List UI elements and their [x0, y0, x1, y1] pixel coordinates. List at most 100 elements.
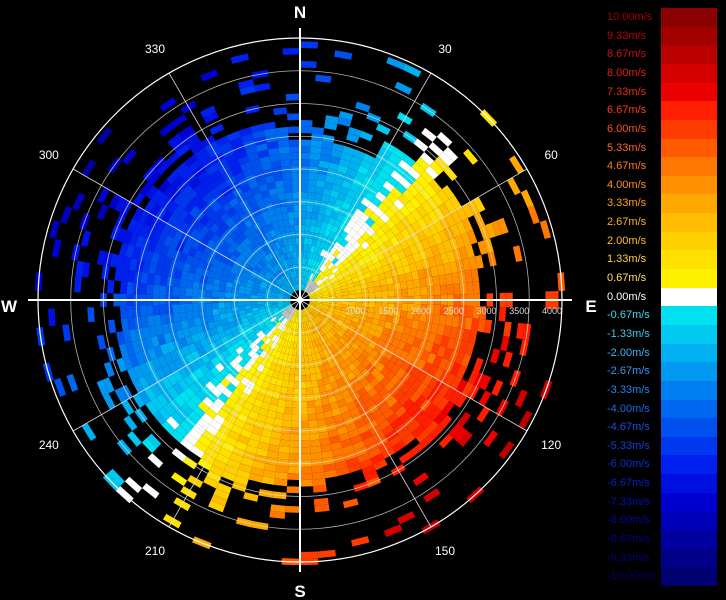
velocity-cell: [363, 470, 379, 482]
velocity-cell: [321, 307, 329, 312]
velocity-cell: [297, 283, 300, 291]
velocity-cell: [102, 393, 116, 410]
velocity-cell: [278, 315, 285, 322]
velocity-cell: [259, 284, 267, 289]
velocity-cell: [157, 254, 167, 266]
velocity-cell: [390, 364, 401, 375]
velocity-cell: [267, 147, 280, 156]
velocity-cell: [332, 313, 340, 319]
velocity-cell: [321, 327, 328, 335]
colorbar-label: -1.33m/s: [607, 327, 650, 340]
velocity-cell: [286, 486, 300, 494]
colorbar-row: 3.33m/s: [607, 194, 717, 214]
velocity-cell: [295, 309, 298, 317]
velocity-cell: [384, 270, 393, 279]
velocity-cell: [407, 303, 415, 312]
velocity-cell: [300, 407, 308, 415]
velocity-cell: [381, 424, 395, 437]
velocity-cell: [146, 315, 155, 327]
velocity-cell: [409, 443, 425, 457]
velocity-cell: [328, 216, 336, 226]
velocity-cell: [416, 382, 428, 395]
bearing-spoke: [168, 72, 301, 301]
velocity-cell: [224, 292, 232, 298]
velocity-cell: [250, 404, 261, 414]
velocity-cell: [300, 381, 307, 389]
velocity-cell: [309, 294, 316, 298]
velocity-cell: [150, 252, 160, 265]
velocity-cell: [477, 318, 486, 333]
velocity-cell: [307, 306, 313, 311]
colorbar-label: -6.67m/s: [607, 477, 650, 490]
velocity-cell: [314, 316, 321, 323]
velocity-cell: [380, 223, 391, 234]
velocity-cell: [328, 320, 336, 327]
velocity-cell: [454, 351, 466, 366]
velocity-cell: [364, 398, 376, 409]
velocity-cell: [427, 364, 439, 377]
velocity-cell: [200, 69, 219, 82]
velocity-cell: [289, 314, 294, 321]
velocity-cell: [152, 304, 160, 316]
velocity-cell: [122, 330, 132, 344]
velocity-cell: [477, 240, 488, 255]
velocity-cell: [245, 145, 258, 156]
bearing-label: 210: [145, 544, 165, 558]
velocity-cell: [315, 303, 323, 308]
velocity-cell: [341, 291, 349, 296]
velocity-cell: [387, 309, 395, 317]
velocity-cell: [317, 549, 337, 559]
velocity-cell: [218, 261, 227, 270]
colorbar-swatch: [661, 474, 717, 493]
velocity-cell: [303, 308, 308, 315]
velocity-cell: [245, 282, 254, 289]
velocity-cell: [157, 334, 167, 346]
velocity-cell: [188, 159, 202, 173]
velocity-cell: [345, 315, 353, 321]
velocity-cell: [177, 209, 190, 222]
velocity-cell: [369, 323, 378, 331]
velocity-cell: [300, 119, 313, 127]
velocity-cell: [374, 307, 382, 315]
velocity-cell: [375, 362, 386, 373]
velocity-cell: [204, 229, 215, 240]
velocity-cell: [282, 310, 289, 317]
velocity-cell: [222, 387, 233, 399]
velocity-cell: [265, 262, 273, 270]
velocity-cell: [62, 324, 72, 342]
velocity-cell: [237, 155, 250, 166]
velocity-cell: [291, 414, 300, 422]
velocity-cell: [224, 153, 238, 165]
velocity-cell: [327, 360, 336, 369]
velocity-cell: [153, 274, 162, 286]
velocity-cell: [191, 350, 201, 361]
velocity-cell: [351, 249, 360, 258]
velocity-cell: [261, 335, 269, 343]
velocity-cell: [123, 415, 138, 432]
velocity-cell: [367, 264, 376, 272]
velocity-cell: [433, 334, 443, 346]
velocity-cell: [255, 355, 264, 364]
velocity-cell: [288, 334, 293, 342]
velocity-cell: [300, 218, 306, 225]
velocity-cell: [384, 321, 393, 330]
velocity-cell: [237, 338, 246, 347]
velocity-cell: [247, 233, 256, 243]
velocity-cell: [269, 215, 278, 224]
velocity-cell: [199, 374, 210, 386]
velocity-cell: [249, 432, 262, 442]
velocity-cell: [394, 259, 403, 269]
velocity-cell: [263, 264, 271, 272]
velocity-cell: [407, 167, 421, 180]
velocity-cell: [315, 180, 326, 188]
velocity-cell: [367, 286, 375, 293]
velocity-cell: [165, 151, 181, 166]
velocity-cell: [267, 339, 274, 348]
velocity-cell: [251, 239, 260, 248]
velocity-cell: [316, 301, 323, 304]
velocity-cell: [256, 262, 264, 270]
velocity-cell: [312, 332, 318, 341]
velocity-cell: [261, 315, 269, 322]
velocity-cell: [261, 476, 275, 485]
velocity-cell: [173, 358, 184, 371]
